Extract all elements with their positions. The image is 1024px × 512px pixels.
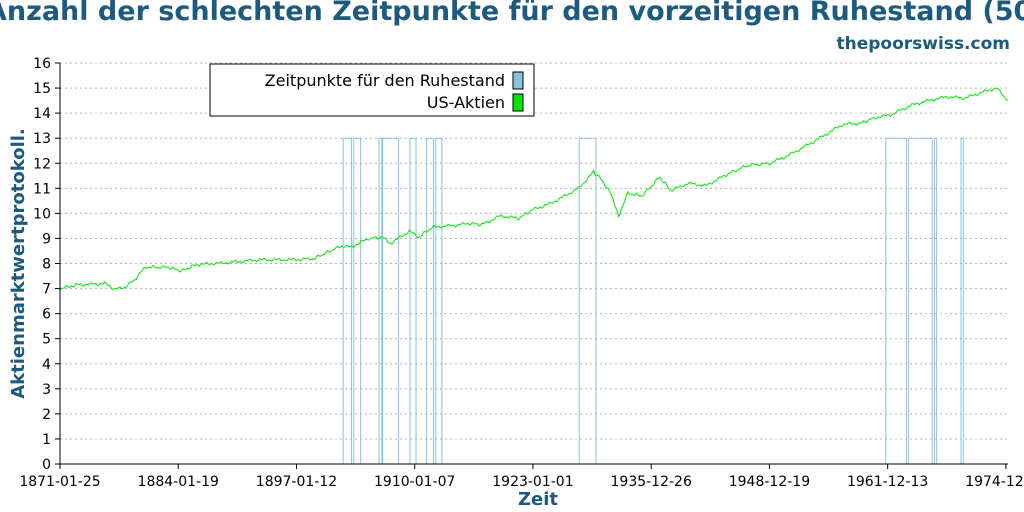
retirement-line: [60, 137, 1008, 465]
y-tick-label: 3: [42, 382, 51, 398]
legend-swatch: [512, 93, 524, 112]
x-tick-label: 1974-12-07: [965, 474, 1024, 490]
y-tick-label: 16: [33, 56, 51, 72]
x-tick-label: 1961-12-13: [847, 474, 928, 490]
y-tick-label: 4: [42, 357, 51, 373]
x-ticks: 1871-01-25 1884-01-19 1897-01-12 1910-01-07…: [19, 464, 1024, 490]
x-tick-label: 1923-01-01: [492, 474, 573, 490]
legend-box: [209, 63, 535, 117]
retirement-series: [60, 137, 1008, 465]
x-tick-label: 1871-01-25: [19, 474, 100, 490]
y-tick-label: 12: [33, 156, 51, 172]
stock-line: [59, 87, 1009, 291]
y-tick-label: 8: [42, 257, 51, 273]
x-tick-label: 1910-01-07: [374, 474, 455, 490]
x-tick-label: 1897-01-12: [256, 474, 337, 490]
legend: Zeitpunkte für den Ruhestand US-Aktien: [209, 63, 535, 117]
y-tick-label: 5: [42, 332, 51, 348]
x-tick-label: 1884-01-19: [138, 474, 219, 490]
x-tick-label: 1948-12-19: [729, 474, 810, 490]
stock-series: [59, 87, 1009, 291]
x-axis-label: Zeit: [518, 489, 558, 510]
y-tick-label: 2: [42, 407, 51, 423]
y-tick-label: 0: [42, 457, 51, 473]
y-tick-label: 6: [42, 307, 51, 323]
legend-label: US-Aktien: [427, 93, 505, 112]
y-tick-label: 15: [33, 81, 51, 97]
site-credit: thepoorswiss.com: [836, 34, 1011, 54]
chart-title-text: Anzahl der schlechten Zeitpunkte für den…: [0, 0, 1024, 27]
y-tick-label: 1: [42, 432, 51, 448]
y-axis-label: Aktienmarktwertprotokoll.: [8, 128, 29, 399]
chart-title: Anzahl der schlechten Zeitpunkte für den…: [0, 0, 1024, 27]
y-tick-label: 14: [33, 106, 51, 122]
x-tick-label: 1935-12-26: [611, 474, 692, 490]
y-tick-label: 7: [42, 282, 51, 298]
y-tick-label: 9: [42, 231, 51, 247]
y-tick-label: 10: [33, 206, 51, 222]
y-tick-label: 11: [33, 181, 51, 197]
grid-lines: [60, 62, 1008, 440]
legend-swatch: [512, 71, 524, 90]
legend-label: Zeitpunkte für den Ruhestand: [265, 71, 505, 90]
y-tick-label: 13: [33, 131, 51, 147]
